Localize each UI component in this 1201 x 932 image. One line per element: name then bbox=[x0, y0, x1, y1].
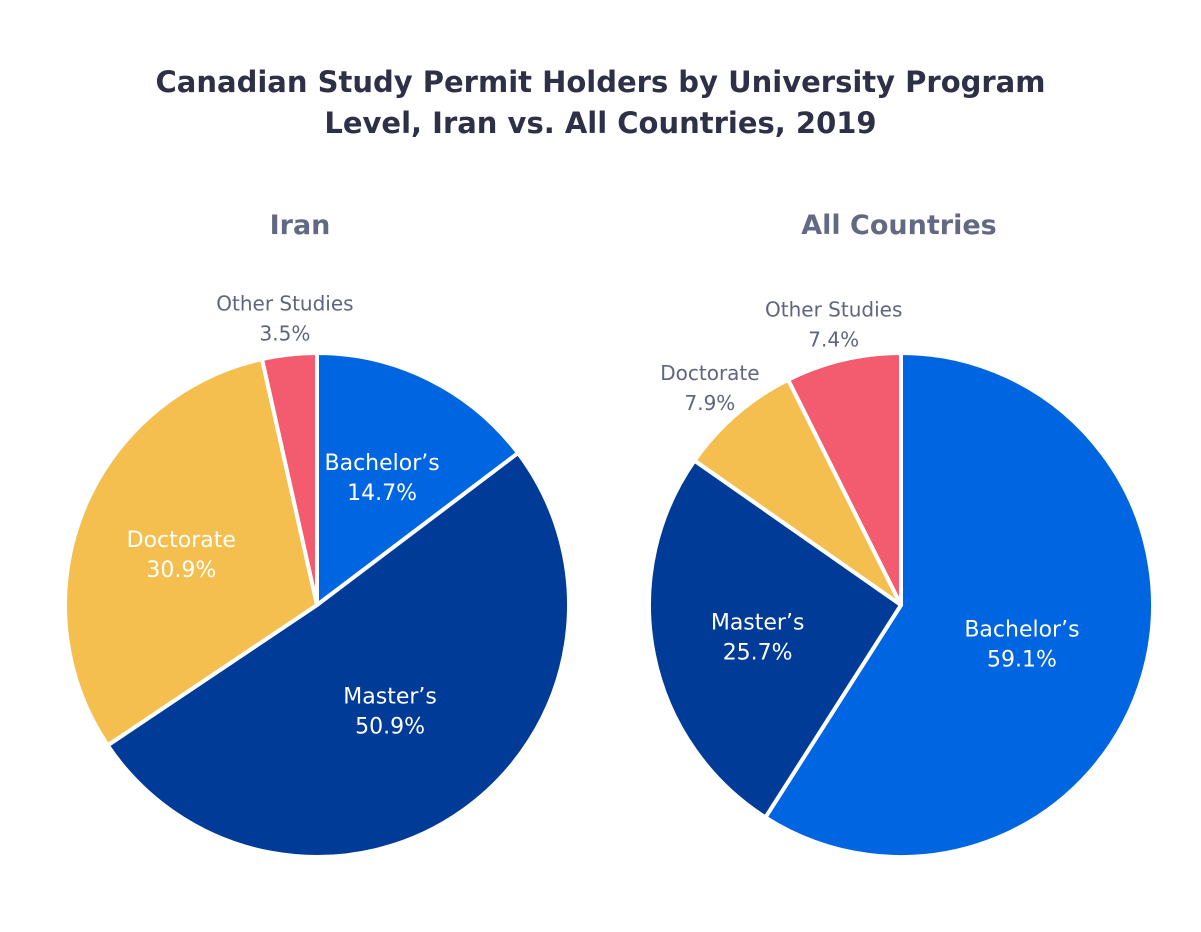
pie-slice-bachelor-s bbox=[763, 351, 1155, 859]
pie-title-all-countries: All Countries bbox=[801, 210, 997, 241]
pie-slice-master-s bbox=[105, 451, 571, 859]
slice-label-other-studies: Other Studies bbox=[216, 291, 353, 315]
pie-title-iran: Iran bbox=[269, 210, 331, 241]
slice-label-doctorate: Doctorate bbox=[660, 361, 759, 385]
slice-value-bachelor-s: 14.7% bbox=[347, 481, 417, 506]
pie-slice-master-s bbox=[647, 458, 903, 820]
pie-slice-other-studies bbox=[786, 351, 903, 607]
pie-slice-bachelor-s bbox=[315, 351, 521, 607]
slice-value-other-studies: 7.4% bbox=[808, 328, 859, 352]
slice-label-bachelor-s: Bachelor’s bbox=[325, 451, 440, 476]
slice-value-other-studies: 3.5% bbox=[260, 321, 311, 345]
slice-label-doctorate: Doctorate bbox=[127, 528, 236, 553]
chart-title-text: Canadian Study Permit Holders by Univers… bbox=[155, 65, 1046, 140]
slice-value-bachelor-s: 59.1% bbox=[987, 647, 1057, 672]
chart-title: Canadian Study Permit Holders by Univers… bbox=[0, 62, 1201, 144]
slice-value-master-s: 25.7% bbox=[723, 640, 793, 665]
pie-slice-doctorate bbox=[63, 357, 319, 748]
slice-label-other-studies: Other Studies bbox=[765, 298, 902, 322]
slice-value-doctorate: 7.9% bbox=[685, 391, 736, 415]
slice-label-master-s: Master’s bbox=[343, 685, 437, 710]
pie-slice-doctorate bbox=[692, 377, 903, 607]
slice-label-master-s: Master’s bbox=[711, 610, 805, 635]
pie-slice-other-studies bbox=[260, 351, 319, 607]
slice-value-doctorate: 30.9% bbox=[146, 558, 216, 583]
slice-label-bachelor-s: Bachelor’s bbox=[964, 617, 1079, 642]
slice-value-master-s: 50.9% bbox=[355, 715, 425, 740]
